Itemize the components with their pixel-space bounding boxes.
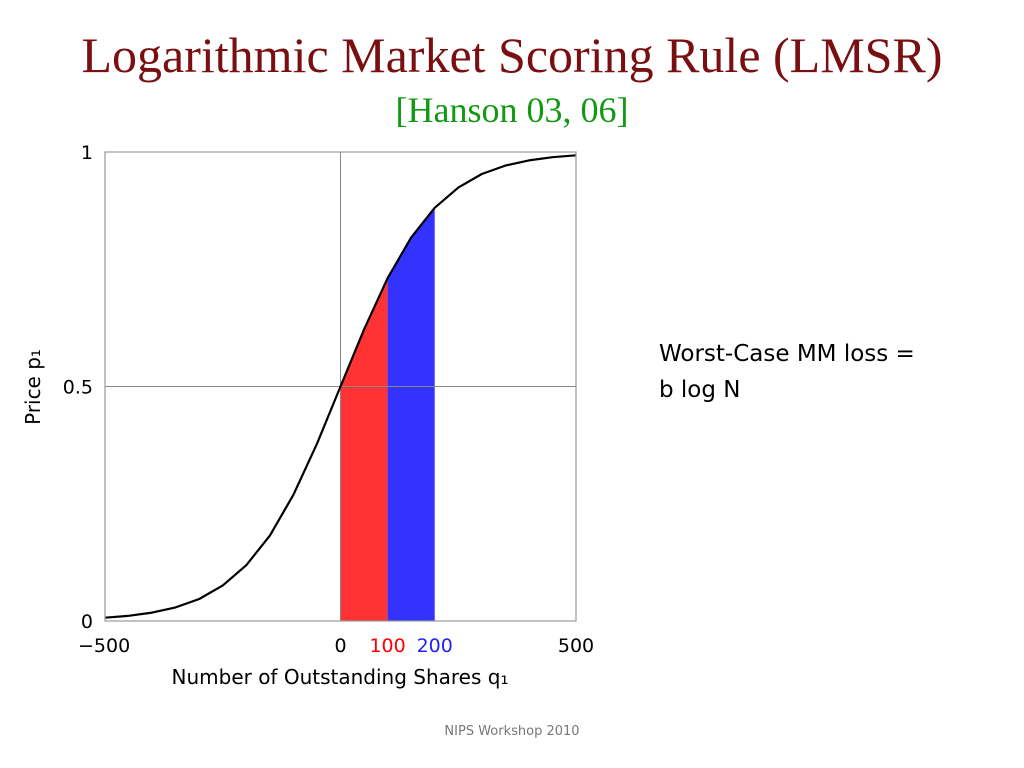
slide-title: Logarithmic Market Scoring Rule (LMSR)	[81, 27, 943, 83]
y-tick-label: 1	[81, 142, 93, 164]
x-axis-label: Number of Outstanding Shares q₁	[172, 665, 509, 689]
price-curve-layer	[104, 154, 577, 619]
price-curve	[104, 154, 577, 619]
worst-case-note: Worst-Case MM loss = b log N	[659, 336, 999, 408]
y-tick-labels: 00.51	[63, 142, 93, 633]
shaded-region-red	[340, 278, 388, 621]
slide-subtitle: [Hanson 03, 06]	[395, 90, 629, 130]
y-axis-label: Price p₁	[21, 349, 45, 425]
x-tick-label: −500	[78, 635, 130, 657]
plot-frame	[104, 151, 577, 622]
note-line-2: b log N	[659, 377, 741, 403]
note-line-1: Worst-Case MM loss =	[659, 341, 915, 367]
x-tick-labels: −500 0 100 200 500	[78, 635, 594, 657]
shaded-regions	[340, 207, 435, 622]
footer-text: NIPS Workshop 2010	[444, 724, 580, 739]
x-tick-label: 200	[417, 635, 453, 657]
x-tick-label: 100	[369, 635, 405, 657]
x-tick-label: 500	[558, 635, 594, 657]
shaded-region-blue	[387, 207, 435, 622]
x-tick-label: 0	[334, 635, 346, 657]
y-tick-label: 0	[81, 611, 93, 633]
y-tick-label: 0.5	[63, 377, 93, 399]
